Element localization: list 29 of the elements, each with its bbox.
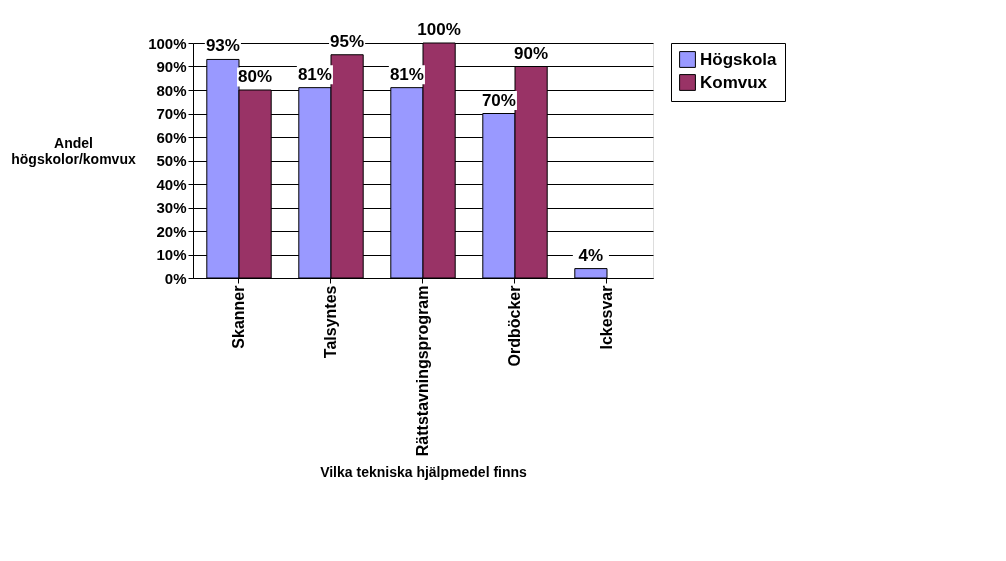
data-label: 81% <box>297 64 332 84</box>
y-tick-label: 50% <box>156 152 187 169</box>
x-tick-label: Rättstavningsprogram <box>414 285 431 457</box>
y-tick-label: 40% <box>156 175 187 193</box>
data-label: 90% <box>514 43 549 63</box>
y-tick-label: 80% <box>156 81 187 99</box>
data-label: 100% <box>417 20 461 39</box>
y-tick-label: 90% <box>156 58 187 75</box>
y-tick-label: 60% <box>156 128 187 146</box>
legend-label: Högskola <box>700 49 778 69</box>
x-tick-label: Ordböcker <box>506 285 523 367</box>
y-tick-label: 20% <box>156 222 187 240</box>
data-label: 93% <box>205 36 240 56</box>
y-axis-title: Andel högskolor/komvux <box>11 134 136 167</box>
legend-label: Komvux <box>700 72 768 92</box>
y-tick-label: 70% <box>156 105 187 122</box>
data-label: 70% <box>481 90 516 110</box>
x-axis-title: Vilka tekniska hjälpmedel finns <box>320 464 528 481</box>
x-tick-label: Skanner <box>230 285 247 349</box>
data-label: 95% <box>330 31 365 51</box>
data-label: 80% <box>238 67 273 86</box>
data-label: 81% <box>389 64 424 84</box>
y-tick-label: 30% <box>156 199 187 216</box>
y-tick-label: 0% <box>164 269 187 287</box>
y-tick-label: 100% <box>148 34 187 52</box>
y-tick-label: 10% <box>156 246 187 263</box>
data-label: 4% <box>578 245 604 265</box>
x-tick-label: Ickesvar <box>598 285 615 350</box>
x-tick-label: Talsyntes <box>322 285 339 359</box>
